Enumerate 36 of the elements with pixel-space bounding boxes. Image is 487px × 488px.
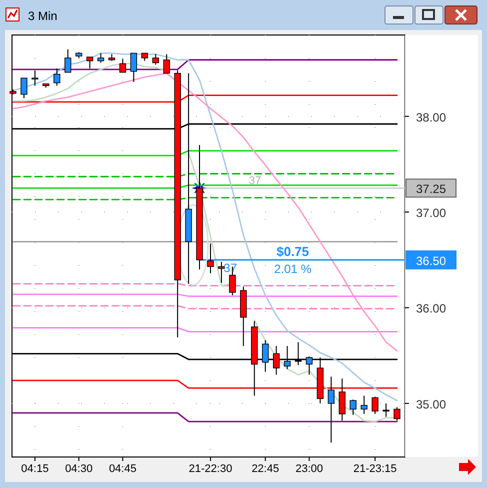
y-tick-label: 36.00 <box>416 302 446 316</box>
candlestick <box>350 399 356 416</box>
annotation: 37 <box>248 175 262 188</box>
candlestick <box>86 56 94 69</box>
candlestick <box>64 48 72 73</box>
candlestick <box>97 52 104 64</box>
candlestick <box>360 395 368 414</box>
candlestick <box>163 54 170 74</box>
x-tick-label: 21-23:15 <box>353 463 397 475</box>
candlestick <box>119 58 126 73</box>
annotation: 2.01 % <box>274 262 312 276</box>
candlestick <box>152 54 159 66</box>
annotation: 37 <box>224 260 238 275</box>
y-tick-label: 35.00 <box>416 397 446 412</box>
x-tick-label: 04:45 <box>108 463 136 475</box>
candlestick <box>54 68 60 86</box>
candlestick <box>328 376 335 444</box>
annotation: $0.75 <box>276 244 310 259</box>
candlestick <box>207 243 214 274</box>
x-tick-label: 23:00 <box>295 463 323 475</box>
x-tick-label: 04:30 <box>65 463 93 475</box>
x-tick-label: 04:15 <box>21 463 49 475</box>
candlestick <box>32 70 38 86</box>
candlestick <box>382 402 390 418</box>
candlestick <box>372 396 378 414</box>
ref-line-label: 36.50 <box>416 254 446 268</box>
candlestick <box>218 261 225 284</box>
x-tick-label: 21-22:30 <box>188 463 232 475</box>
x-tick-label: 22:45 <box>252 463 280 475</box>
y-tick-label: 37.00 <box>416 206 446 220</box>
ref-line-label: 37.25 <box>416 182 446 196</box>
candlestick <box>20 78 28 99</box>
candlestick <box>130 52 138 82</box>
chart-title: 3 Min <box>28 9 58 23</box>
candlestick <box>394 406 400 422</box>
y-tick-label: 38.00 <box>416 110 446 124</box>
